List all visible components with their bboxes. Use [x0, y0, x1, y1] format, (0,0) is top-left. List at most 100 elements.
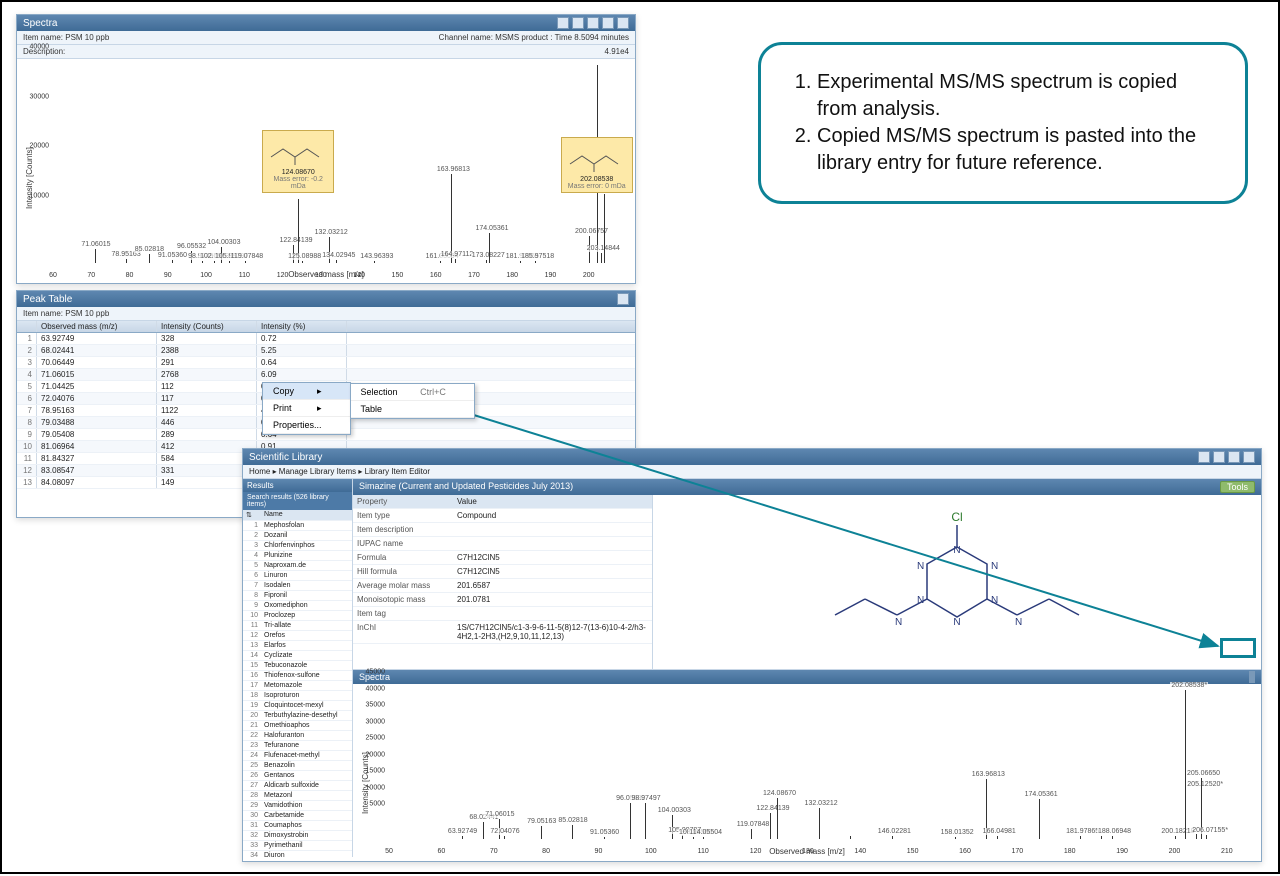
library-spectrum-chart[interactable]: Intensity [Counts] Observed mass [m/z] 5…: [353, 684, 1261, 857]
lib-tb-3[interactable]: [1228, 451, 1240, 463]
list-item[interactable]: 22Halofuranton: [243, 731, 352, 741]
lib-tb-1[interactable]: [1198, 451, 1210, 463]
spectrum-peak[interactable]: [483, 822, 484, 839]
spectrum-peak[interactable]: [1039, 799, 1040, 839]
col-intensity-pct[interactable]: Intensity (%): [257, 321, 347, 332]
context-menu[interactable]: Copy▸ Selection Ctrl+C Table Print▸ Prop…: [262, 382, 351, 435]
spectrum-peak[interactable]: [955, 837, 956, 839]
peak-table-header[interactable]: Observed mass (m/z) Intensity (Counts) I…: [17, 321, 635, 333]
spectrum-peak[interactable]: [1175, 836, 1176, 839]
list-item[interactable]: 8Fipronil: [243, 591, 352, 601]
spectrum-peak[interactable]: [149, 254, 150, 263]
list-item[interactable]: 10Proclozep: [243, 611, 352, 621]
list-item[interactable]: 11Tri-allate: [243, 621, 352, 631]
spectrum-peak[interactable]: [172, 260, 173, 263]
spectrum-peak[interactable]: [850, 836, 851, 839]
list-item[interactable]: 20Terbuthylazine-desethyl: [243, 711, 352, 721]
table-row[interactable]: 370.064492910.64: [17, 357, 635, 369]
spectrum-peak[interactable]: [489, 233, 490, 263]
list-item[interactable]: 18Isoproturon: [243, 691, 352, 701]
spectrum-peak[interactable]: [95, 249, 96, 263]
spectrum-peak[interactable]: [302, 261, 303, 263]
list-item[interactable]: 33Pyrimethanil: [243, 841, 352, 851]
list-item[interactable]: 24Flufenacet-methyl: [243, 751, 352, 761]
spectrum-peak[interactable]: [336, 260, 337, 263]
spectrum-peak[interactable]: [486, 260, 487, 263]
list-item[interactable]: 9Oxomediphon: [243, 601, 352, 611]
library-breadcrumb[interactable]: Home ▸ Manage Library Items ▸ Library It…: [243, 465, 1261, 479]
list-item[interactable]: 17Metomazole: [243, 681, 352, 691]
list-item[interactable]: 1Mephosfolan: [243, 521, 352, 531]
spectrum-peak[interactable]: [214, 261, 215, 263]
spectrum-peak[interactable]: [1080, 836, 1081, 839]
spectrum-peak[interactable]: [751, 829, 752, 839]
spectrum-titlebar[interactable]: Spectra: [17, 15, 635, 31]
spectrum-peak[interactable]: [1185, 690, 1186, 839]
spectrum-peak[interactable]: [462, 836, 463, 839]
copy-submenu[interactable]: Selection Ctrl+C Table: [350, 383, 475, 419]
table-row[interactable]: 471.0601527686.09: [17, 369, 635, 381]
spectrum-peak[interactable]: [520, 261, 521, 263]
list-item[interactable]: 15Tebuconazole: [243, 661, 352, 671]
spectrum-peak[interactable]: [997, 836, 998, 839]
col-intensity[interactable]: Intensity (Counts): [157, 321, 257, 332]
list-item[interactable]: 23Tefuranone: [243, 741, 352, 751]
spectrum-peak[interactable]: [541, 826, 542, 839]
list-item[interactable]: 19Cloquintocet-mexyl: [243, 701, 352, 711]
spectrum-peak[interactable]: [601, 253, 602, 263]
peak-table-filter-icon[interactable]: [617, 293, 629, 305]
spectrum-peak[interactable]: [693, 837, 694, 839]
spectrum-peak[interactable]: [229, 261, 230, 263]
list-item[interactable]: 26Gentanos: [243, 771, 352, 781]
spectrum-chart[interactable]: Intensity [Counts] Observed mass [m/z] 1…: [17, 59, 635, 281]
list-item[interactable]: 2Dozanil: [243, 531, 352, 541]
menu-properties[interactable]: Properties...: [263, 417, 350, 434]
table-row[interactable]: 268.0244123885.25: [17, 345, 635, 357]
library-spectrum-header[interactable]: Spectra: [353, 670, 1261, 684]
library-titlebar[interactable]: Scientific Library: [243, 449, 1261, 465]
spectrum-peak[interactable]: [703, 837, 704, 839]
spectrum-peak[interactable]: [535, 261, 536, 263]
list-item[interactable]: 28Metazonl: [243, 791, 352, 801]
list-item[interactable]: 7Isodalen: [243, 581, 352, 591]
menu-copy[interactable]: Copy▸ Selection Ctrl+C Table: [263, 383, 350, 400]
col-mz[interactable]: Observed mass (m/z): [37, 321, 157, 332]
list-item[interactable]: 30Carbetamide: [243, 811, 352, 821]
list-item[interactable]: 29Vamidothion: [243, 801, 352, 811]
spectrum-peak[interactable]: [1196, 834, 1197, 839]
list-item[interactable]: 14Cyclizate: [243, 651, 352, 661]
list-item[interactable]: 27Aldicarb sulfoxide: [243, 781, 352, 791]
list-item[interactable]: 12Orefos: [243, 631, 352, 641]
spectrum-peak[interactable]: [329, 237, 330, 263]
submenu-table[interactable]: Table: [351, 401, 474, 418]
spectrum-peak[interactable]: [1206, 835, 1207, 839]
tools-button[interactable]: Tools: [1220, 481, 1255, 493]
lib-tb-4[interactable]: [1243, 451, 1255, 463]
spectrum-peak[interactable]: [374, 261, 375, 263]
table-row[interactable]: 163.927493280.72: [17, 333, 635, 345]
spectrum-peak[interactable]: [604, 837, 605, 839]
list-item[interactable]: 13Elarfos: [243, 641, 352, 651]
tb-icon-3[interactable]: [587, 17, 599, 29]
lib-spec-icon-3[interactable]: [1253, 671, 1255, 683]
spectrum-peak[interactable]: [572, 825, 573, 839]
list-item[interactable]: 21Omethioaphos: [243, 721, 352, 731]
spectrum-peak[interactable]: [770, 813, 771, 839]
spectrum-peak[interactable]: [892, 836, 893, 839]
list-item[interactable]: 3Chlorfenvinphos: [243, 541, 352, 551]
spectrum-peak[interactable]: [245, 261, 246, 263]
spectrum-peak[interactable]: [504, 836, 505, 839]
col-name[interactable]: Name: [261, 510, 286, 520]
tb-icon-2[interactable]: [572, 17, 584, 29]
list-item[interactable]: 16Thiofenox-sulfone: [243, 671, 352, 681]
spectrum-peak[interactable]: [126, 259, 127, 263]
spectrum-peak[interactable]: [604, 194, 605, 263]
peak-table-titlebar[interactable]: Peak Table: [17, 291, 635, 307]
submenu-selection[interactable]: Selection Ctrl+C: [351, 384, 474, 401]
list-item[interactable]: 34Diuron: [243, 851, 352, 857]
list-item[interactable]: 25Benazolin: [243, 761, 352, 771]
library-sidebar[interactable]: Results Search results (526 library item…: [243, 479, 353, 857]
spectrum-peak[interactable]: [1112, 836, 1113, 839]
lib-tb-2[interactable]: [1213, 451, 1225, 463]
spectrum-peak[interactable]: [645, 803, 646, 839]
